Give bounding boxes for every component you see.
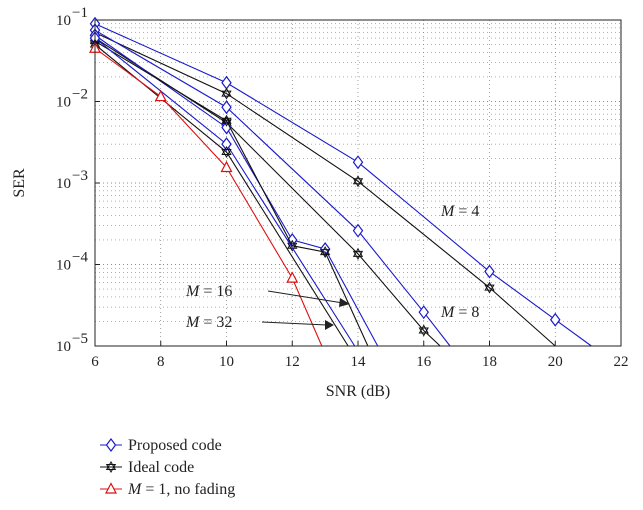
star-marker-down — [319, 249, 331, 259]
legend: Proposed code Ideal code M = 1, no fading — [100, 437, 235, 498]
triangle-marker — [286, 271, 299, 283]
x-tick-labels: 6 8 10 12 14 16 18 20 22 — [91, 341, 629, 370]
star-marker-down — [418, 327, 429, 337]
star-marker-down — [221, 90, 232, 100]
series-path — [94, 44, 349, 347]
y-axis-label: SER — [11, 168, 28, 198]
series-line — [89, 32, 441, 347]
y-tick-exponent: −3 — [72, 168, 88, 184]
star-marker-up — [221, 87, 232, 97]
y-tick-exponent: −4 — [72, 250, 88, 266]
triangle-marker — [220, 160, 233, 173]
diamond-marker — [418, 305, 429, 320]
star-marker-up — [105, 460, 117, 470]
arrow-m32 — [261, 321, 328, 326]
series-path — [94, 47, 323, 347]
y-tick-label: 10 — [56, 13, 71, 29]
star-marker-down — [221, 149, 232, 159]
star-marker-up — [221, 146, 232, 156]
x-tick-label: 22 — [614, 354, 629, 370]
star-marker-down — [352, 178, 364, 188]
annotation-m8: M = 8 — [440, 304, 479, 321]
x-tick-label: 20 — [548, 354, 563, 370]
star-marker-down — [484, 284, 495, 294]
x-tick-label: 8 — [157, 354, 165, 370]
star-marker-up — [484, 281, 495, 291]
y-tick-label: 10 — [56, 339, 71, 355]
star-marker-up — [418, 324, 429, 334]
annotation-m32: M = 32 — [185, 314, 232, 331]
y-tick-label: 10 — [56, 95, 71, 111]
annotation-m4: M = 4 — [440, 203, 479, 220]
series-line — [89, 26, 556, 347]
diamond-marker — [352, 155, 364, 170]
series-line — [89, 31, 356, 347]
arrowhead-m32 — [325, 320, 334, 330]
star-marker-down — [105, 464, 117, 474]
diamond-marker — [221, 75, 232, 90]
series-line — [89, 38, 349, 347]
diamond-marker — [550, 312, 561, 327]
legend-label: M = 1, no fading — [127, 481, 235, 498]
star-marker-up — [319, 246, 331, 256]
x-tick-label: 14 — [351, 354, 367, 370]
x-axis-label: SNR (dB) — [326, 383, 390, 400]
series-path — [94, 40, 369, 347]
x-tick-label: 16 — [416, 354, 432, 370]
series-path — [94, 34, 379, 347]
star-marker-up — [352, 247, 364, 257]
series-group — [89, 16, 592, 347]
annotations: M = 4 M = 8 M = 16 M = 32 — [185, 203, 479, 331]
annotation-m16: M = 16 — [185, 283, 232, 300]
y-tick-exponent: −5 — [72, 331, 88, 347]
triangle-marker — [105, 482, 117, 494]
star-marker-down — [287, 242, 298, 252]
series-line — [89, 16, 592, 347]
series-path — [94, 37, 441, 347]
x-tick-label: 18 — [482, 354, 497, 370]
star-marker-down — [352, 250, 364, 260]
legend-label: Ideal code — [128, 459, 194, 476]
arrow-m16 — [267, 290, 344, 304]
y-tick-exponent: −1 — [72, 5, 88, 21]
x-tick-label: 6 — [91, 354, 99, 370]
y-tick-label: 10 — [56, 258, 71, 274]
y-tick-label: 10 — [56, 176, 71, 192]
diamond-marker — [105, 438, 117, 452]
star-marker-down — [221, 117, 232, 127]
diamond-marker — [352, 223, 364, 238]
series-path — [94, 23, 592, 347]
diamond-marker — [484, 264, 495, 279]
legend-label: Proposed code — [128, 437, 222, 454]
series-line — [89, 41, 323, 347]
diamond-marker — [221, 137, 232, 152]
diamond-marker — [221, 100, 232, 115]
x-tick-label: 10 — [219, 354, 234, 370]
star-marker-up — [352, 175, 364, 185]
x-tick-label: 12 — [285, 354, 300, 370]
arrowhead-m16 — [339, 298, 350, 307]
series-path — [94, 32, 556, 347]
y-tick-exponent: −2 — [72, 87, 88, 103]
y-tick-labels: 10−510−410−310−210−1 — [56, 5, 100, 355]
triangle-marker — [154, 89, 167, 102]
star-marker-up — [221, 114, 232, 124]
